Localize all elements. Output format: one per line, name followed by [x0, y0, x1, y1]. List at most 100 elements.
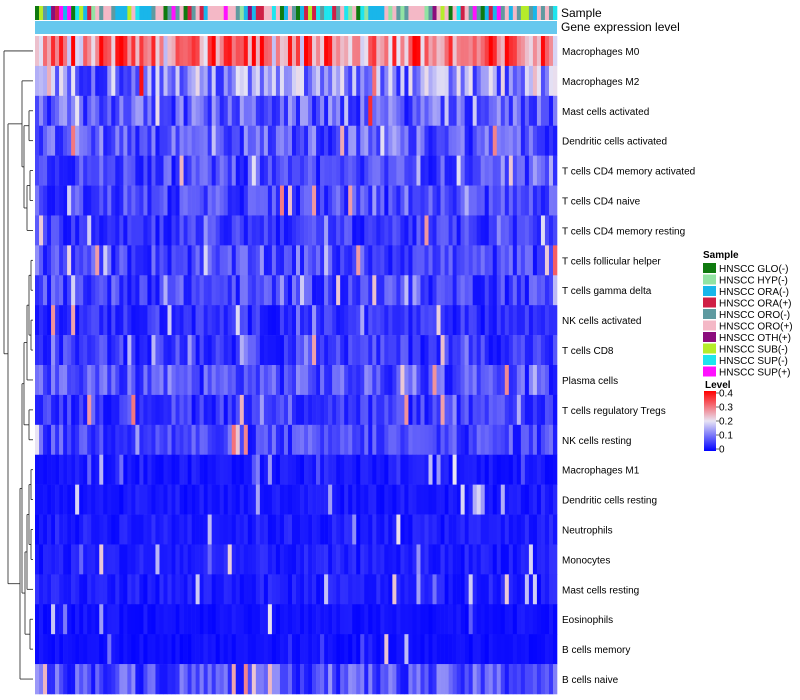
- heatmap-cell: [344, 634, 349, 665]
- heatmap-cell: [279, 514, 285, 545]
- heatmap-cell: [316, 394, 321, 426]
- heatmap-cell: [496, 335, 502, 366]
- heatmap-cell: [384, 155, 389, 186]
- heatmap-cell: [195, 514, 200, 545]
- heatmap-cell: [135, 424, 140, 456]
- heatmap-cell: [227, 544, 233, 575]
- heatmap-cell: [364, 454, 369, 485]
- heatmap-cell: [199, 155, 204, 186]
- heatmap-cell: [283, 454, 289, 485]
- heatmap-cell: [275, 514, 281, 545]
- heatmap-cell: [452, 664, 457, 695]
- heatmap-cell: [279, 185, 285, 216]
- heatmap-cell: [55, 544, 60, 575]
- heatmap-cell: [376, 185, 381, 216]
- heatmap-cell: [287, 305, 293, 336]
- heatmap-cell: [195, 634, 200, 665]
- heatmap-cell: [235, 65, 241, 97]
- heatmap-cell: [291, 155, 297, 186]
- heatmap-cell: [360, 155, 365, 186]
- heatmap-cell: [532, 365, 538, 396]
- heatmap-cell: [544, 65, 550, 97]
- heatmap-cell: [255, 215, 261, 246]
- heatmap-cell: [444, 155, 449, 186]
- heatmap-cell: [211, 634, 216, 665]
- heatmap-cell: [135, 574, 140, 605]
- heatmap-cell: [263, 574, 269, 605]
- heatmap-cell: [400, 215, 405, 246]
- heatmap-cell: [368, 36, 373, 67]
- heatmap-cell: [75, 335, 80, 366]
- heatmap-cell: [143, 514, 148, 545]
- heatmap-cell: [336, 36, 341, 67]
- heatmap-cell: [79, 36, 84, 67]
- heatmap-cell: [536, 394, 542, 426]
- heatmap-cell: [147, 245, 152, 276]
- heatmap-cell: [312, 245, 317, 276]
- sample-cell: [492, 6, 498, 20]
- heatmap-cell: [143, 65, 148, 97]
- heatmap-cell: [520, 365, 526, 396]
- heatmap-cell: [111, 454, 116, 485]
- heatmap-cell: [368, 604, 373, 635]
- heatmap-cell: [404, 185, 409, 216]
- heatmap-cell: [99, 215, 104, 246]
- heatmap-cell: [155, 215, 160, 246]
- heatmap-cell: [171, 155, 176, 186]
- heatmap-cell: [352, 305, 357, 336]
- heatmap-cell: [115, 574, 120, 605]
- heatmap-cell: [364, 95, 369, 127]
- heatmap-cell: [296, 185, 301, 216]
- heatmap-cell: [219, 335, 225, 366]
- sample-cell: [516, 6, 522, 20]
- heatmap-cell: [472, 454, 477, 485]
- heatmap-cell: [424, 634, 429, 665]
- heatmap-cell: [416, 394, 421, 426]
- heatmap-cell: [223, 185, 229, 216]
- heatmap-cell: [39, 664, 44, 695]
- heatmap-cell: [428, 424, 433, 456]
- heatmap-cell: [532, 65, 538, 97]
- heatmap-cell: [472, 394, 477, 426]
- heatmap-cell: [504, 664, 510, 695]
- heatmap-cell: [255, 155, 261, 186]
- heatmap-cell: [348, 424, 353, 456]
- heatmap-cell: [243, 574, 249, 605]
- heatmap-cell: [159, 365, 164, 396]
- heatmap-cell: [492, 65, 498, 97]
- heatmap-cell: [175, 574, 180, 605]
- heatmap-cell: [360, 544, 365, 575]
- heatmap-cell: [452, 634, 457, 665]
- heatmap-cell: [340, 544, 345, 575]
- heatmap-cell: [508, 574, 514, 605]
- heatmap-cell: [195, 36, 200, 67]
- sample-cell: [312, 6, 317, 20]
- heatmap-cell: [103, 215, 108, 246]
- heatmap-cell: [275, 125, 281, 156]
- heatmap-cell: [508, 95, 514, 127]
- heatmap-cell: [300, 185, 305, 216]
- heatmap-cell: [364, 125, 369, 156]
- heatmap-cell: [508, 215, 514, 246]
- heatmap-cell: [348, 275, 353, 306]
- heatmap-cell: [368, 424, 373, 456]
- heatmap-cell: [420, 215, 425, 246]
- heatmap-cell: [328, 65, 333, 97]
- heatmap-cell: [364, 365, 369, 396]
- heatmap-cell: [504, 335, 510, 366]
- heatmap-cell: [316, 574, 321, 605]
- heatmap-cell: [59, 215, 64, 246]
- heatmap-cell: [115, 634, 120, 665]
- heatmap-cell: [275, 634, 281, 665]
- heatmap-cell: [83, 65, 88, 97]
- heatmap-cell: [392, 544, 397, 575]
- sample-cell: [147, 6, 152, 20]
- heatmap-cell: [203, 65, 208, 97]
- heatmap-cell: [452, 245, 457, 276]
- heatmap-cell: [111, 335, 116, 366]
- heatmap-cell: [207, 544, 212, 575]
- heatmap-cell: [416, 484, 421, 515]
- heatmap-cell: [291, 574, 297, 605]
- heatmap-cell: [187, 335, 192, 366]
- heatmap-cell: [512, 155, 518, 186]
